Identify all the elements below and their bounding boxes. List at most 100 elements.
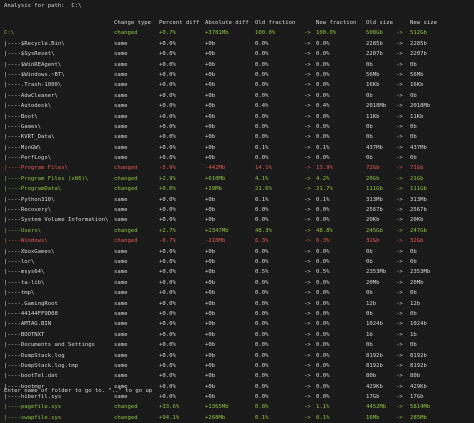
row-arrow: -> xyxy=(396,269,403,276)
table-row[interactable]: |----$Recycle.Bin\ same +0.0% +0b 0.0% -> 0.0%… xyxy=(4,39,472,49)
table-row[interactable]: |----PerfLogs\ same +0.0% +0b 0.0% -> 0.0% 0b ->… xyxy=(4,153,472,163)
row-path: |----.Trash-1000\ xyxy=(4,82,62,89)
row-path: |----.GamingRoot xyxy=(4,300,58,307)
row-new-fraction: 0.5% xyxy=(316,269,330,276)
row-new-size: 80b xyxy=(410,373,421,380)
table-row[interactable]: |----BOOTNXT same +0.0% +0b 0.0% -> 0.0% 1b -> 1b xyxy=(4,330,472,340)
table-row[interactable]: |----XboxGames\ same +0.0% +0b 0.0% -> 0.0% 0b -… xyxy=(4,247,472,257)
row-percent-diff: -5.9% xyxy=(159,165,176,172)
row-change-type: same xyxy=(114,352,128,359)
table-row[interactable]: |----lor\ same +0.0% +0b 0.0% -> 0.0% 0b -> 0b xyxy=(4,257,472,267)
row-old-size: 0b xyxy=(366,92,373,99)
row-change-type: same xyxy=(114,113,128,120)
row-change-type: changed xyxy=(114,165,138,172)
table-row[interactable]: |----Boot\ same +0.0% +0b 0.0% -> 0.0% 11Kb -> 11… xyxy=(4,112,472,122)
row-new-fraction: 0.0% xyxy=(316,248,330,255)
row-absolute-diff: +0b xyxy=(205,113,216,120)
table-row[interactable]: |----MinGW\ same +0.0% +0b 0.1% -> 0.1% 437Mb ->… xyxy=(4,143,472,153)
col-change-type: Change type xyxy=(114,20,152,26)
row-path: |----Boot\ xyxy=(4,113,38,120)
row-arrow: -> xyxy=(304,352,311,359)
row-arrow: -> xyxy=(396,331,403,338)
row-arrow: -> xyxy=(396,207,403,214)
table-row[interactable]: |----$SysReset\ same +0.0% +0b 0.0% -> 0.0% 220… xyxy=(4,49,472,59)
row-absolute-diff: +39Mb xyxy=(205,186,222,193)
table-row[interactable]: |----swapfile.sys changed +94.1% +268Mb 0.1%… xyxy=(4,413,472,423)
row-arrow: -> xyxy=(304,331,311,338)
table-row[interactable]: |----.Trash-1000\ same +0.0% +0b 0.0% -> 0.0% 1… xyxy=(4,80,472,90)
table-row[interactable]: |----ProgramData\ changed +0.0% +39Mb 21.6% -… xyxy=(4,184,472,194)
row-arrow: -> xyxy=(304,113,311,120)
row-absolute-diff: +0b xyxy=(205,134,216,141)
table-row[interactable]: |----Windows\ changed -0.7% -210Mb 6.3% -> 6.3… xyxy=(4,236,472,246)
row-path: |----Documents and Settings xyxy=(4,342,95,349)
row-new-size: 16Kb xyxy=(410,82,424,89)
table-row[interactable]: |----hiberfil.sys same +0.0% +0b 0.0% -> 0.0% 1… xyxy=(4,392,472,402)
row-arrow: -> xyxy=(304,227,311,234)
row-change-type: changed xyxy=(114,238,138,245)
table-row[interactable]: |----msys64\ same +0.0% +0b 0.5% -> 0.5% 2353Mb… xyxy=(4,267,472,277)
row-new-size: 0b xyxy=(410,342,417,349)
table-row[interactable]: |----$WinREAgent\ same +0.0% +0b 0.0% -> 0.0% 0… xyxy=(4,60,472,70)
row-absolute-diff: +3781Mb xyxy=(205,30,229,37)
row-path: |----hiberfil.sys xyxy=(4,394,62,401)
row-new-size: 0b xyxy=(410,155,417,162)
row-arrow: -> xyxy=(396,394,403,401)
row-arrow: -> xyxy=(396,279,403,286)
row-path: |----lor\ xyxy=(4,258,35,265)
row-path: |----$Windows.~BT\ xyxy=(4,71,65,78)
terminal-window: Analysis for path: C:\ Change type Perce… xyxy=(4,3,472,421)
row-change-type: same xyxy=(114,383,128,390)
table-row[interactable]: |----bootmgr same +0.0% +0b 0.0% -> 0.0% 429Kb -… xyxy=(4,382,472,392)
row-old-size: 2207b xyxy=(366,51,383,58)
navigation-prompt[interactable]: Enter name of folder to go to. ".." to g… xyxy=(4,388,153,394)
row-new-size: 0b xyxy=(410,290,417,297)
table-row[interactable]: |----DumpStack.log.tmp same +0.0% +0b 0.0% ->… xyxy=(4,361,472,371)
table-row[interactable]: |----Python310\ same +0.0% +0b 0.1% -> 0.1% 313… xyxy=(4,195,472,205)
row-new-fraction: 0.0% xyxy=(316,155,330,162)
row-new-fraction: 0.0% xyxy=(316,71,330,78)
row-absolute-diff: +0b xyxy=(205,331,216,338)
row-change-type: same xyxy=(114,155,128,162)
table-row[interactable]: |----DumpStack.log same +0.0% +0b 0.0% -> 0.0%… xyxy=(4,351,472,361)
table-row[interactable]: |----KVRT_Data\ same +0.0% +0b 0.0% -> 0.0% 0b -… xyxy=(4,132,472,142)
table-row[interactable]: |----Program Files (x86)\ changed +2.9% +61… xyxy=(4,174,472,184)
row-old-size: 429Kb xyxy=(366,383,383,390)
row-path: |----pagefile.sys xyxy=(4,404,62,411)
row-new-fraction: 0.0% xyxy=(316,352,330,359)
row-old-size: 0b xyxy=(366,342,373,349)
row-new-size: 0b xyxy=(410,92,417,99)
row-arrow: -> xyxy=(304,103,311,110)
row-arrow: -> xyxy=(396,321,403,328)
table-row[interactable]: |----bootTel.dat same +0.0% +0b 0.0% -> 0.0% 80… xyxy=(4,371,472,381)
row-new-fraction: 100.0% xyxy=(316,30,337,37)
table-row[interactable]: |----Autodesk\ same +0.0% +0b 0.4% -> 0.4% 2018… xyxy=(4,101,472,111)
row-percent-diff: +0.0% xyxy=(159,144,176,151)
table-row[interactable]: C:\ changed +0.7% +3781Mb 100.0% -> 100.0% 508G… xyxy=(4,28,472,38)
row-percent-diff: +2.9% xyxy=(159,175,176,182)
row-arrow: -> xyxy=(304,300,311,307)
table-row[interactable]: |----tmp\ same +0.0% +0b 0.0% -> 0.0% 0b -> 0b xyxy=(4,288,472,298)
table-row[interactable]: |----pagefile.sys changed +33.6% +1365Mb 0.8… xyxy=(4,402,472,412)
table-row[interactable]: |----44144FF9D08 same +0.0% +0b 0.0% -> 0.0% 0b… xyxy=(4,309,472,319)
table-row[interactable]: |----$Windows.~BT\ same +0.0% +0b 0.0% -> 0.0%… xyxy=(4,70,472,80)
table-row[interactable]: |----AdwCleaner\ same +0.0% +0b 0.0% -> 0.0% 0b… xyxy=(4,91,472,101)
table-row[interactable]: |----.GamingRoot same +0.0% +0b 0.0% -> 0.0% 12… xyxy=(4,299,472,309)
table-row[interactable]: |----Program Files\ changed -5.9% -442Mb 14.… xyxy=(4,163,472,173)
row-old-fraction: 0.0% xyxy=(255,113,269,120)
row-old-fraction: 0.0% xyxy=(255,279,269,286)
row-absolute-diff: +0b xyxy=(205,123,216,130)
row-change-type: same xyxy=(114,321,128,328)
row-path: |----System Volume Information\ xyxy=(4,217,109,224)
table-header: Change type Percent diff Absolute diff O… xyxy=(4,18,472,28)
table-row[interactable]: |----System Volume Information\ same +0.0%… xyxy=(4,215,472,225)
table-row[interactable]: |----Games\ same +0.0% +0b 0.0% -> 0.0% 0b -> 0b xyxy=(4,122,472,132)
table-row[interactable]: |----Users\ changed +2.7% +2347Mb 48.3% -> 48.… xyxy=(4,226,472,236)
table-row[interactable]: |----AMTAG.BIN same +0.0% +0b 0.0% -> 0.0% 1024… xyxy=(4,319,472,329)
table-row[interactable]: |----Recovery\ same +0.0% +0b 0.0% -> 0.0% 2567… xyxy=(4,205,472,215)
row-path: |----Autodesk\ xyxy=(4,103,52,110)
row-path: |----msys64\ xyxy=(4,269,45,276)
table-row[interactable]: |----ta-lib\ same +0.0% +0b 0.0% -> 0.0% 20Mb ->… xyxy=(4,278,472,288)
table-row[interactable]: |----Documents and Settings same +0.0% +0b 0… xyxy=(4,340,472,350)
row-change-type: same xyxy=(114,71,128,78)
